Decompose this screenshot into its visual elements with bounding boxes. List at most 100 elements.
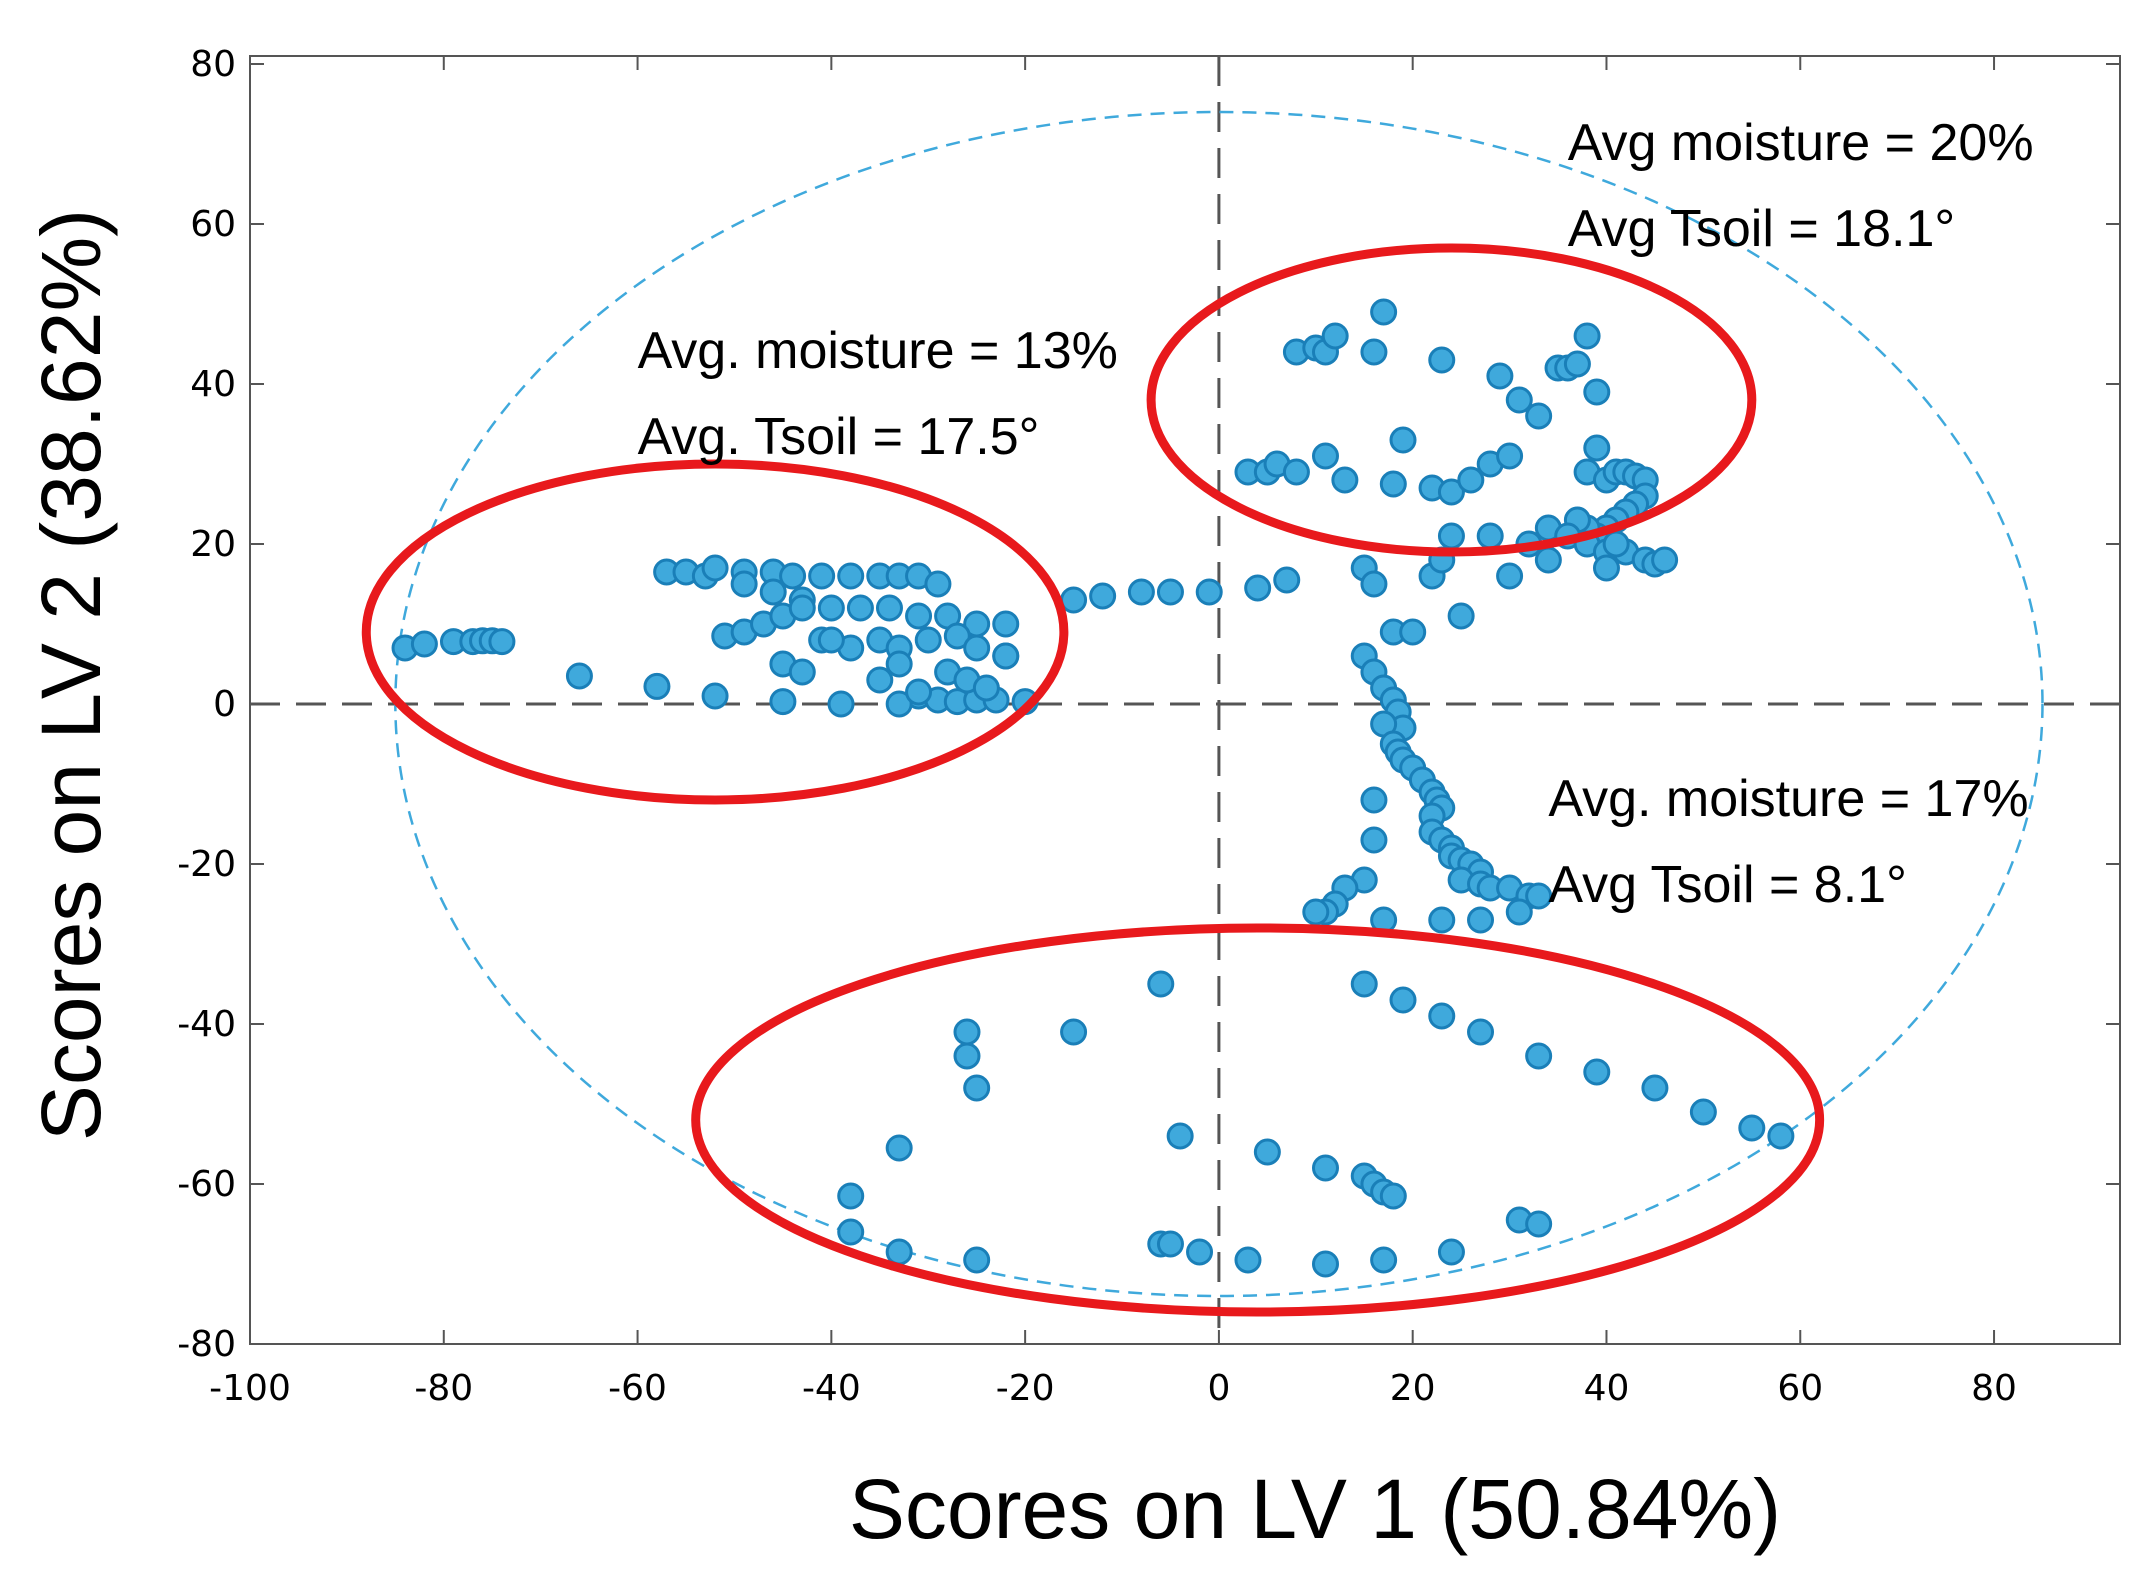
- data-point: [1166, 1122, 1194, 1150]
- data-point: [905, 602, 933, 630]
- data-point: [1360, 570, 1388, 598]
- data-point: [992, 610, 1020, 638]
- y-axis-title: Scores on LV 2 (38.62%): [24, 209, 118, 1141]
- data-point: [1331, 466, 1359, 494]
- data-point: [1370, 298, 1398, 326]
- y-tick-label: 0: [213, 684, 236, 725]
- data-point: [1525, 1042, 1553, 1070]
- data-point: [1370, 1246, 1398, 1274]
- y-tick-label: 80: [190, 44, 236, 85]
- data-point: [1311, 1154, 1339, 1182]
- data-point: [1311, 1250, 1339, 1278]
- data-point: [1457, 466, 1485, 494]
- x-tick-label: 60: [1777, 1368, 1823, 1409]
- data-point: [769, 688, 797, 716]
- data-point: [565, 662, 593, 690]
- data-point: [1496, 562, 1524, 590]
- data-point: [924, 570, 952, 598]
- x-tick-label: 0: [1207, 1368, 1230, 1409]
- data-point: [1437, 1238, 1465, 1266]
- data-point: [1651, 546, 1679, 574]
- data-point: [730, 570, 758, 598]
- data-point: [1563, 350, 1591, 378]
- data-point: [1437, 478, 1465, 506]
- cluster-annotations: Avg. moisture = 13% Avg. Tsoil = 17.5° Avg…: [638, 114, 2034, 914]
- data-point: [1486, 362, 1514, 390]
- data-point: [1399, 618, 1427, 646]
- data-point: [643, 672, 671, 700]
- x-tick-label: 40: [1584, 1368, 1630, 1409]
- cluster-ellipses: [361, 243, 1825, 1317]
- data-point: [885, 1238, 913, 1266]
- y-tick-label: -80: [177, 1324, 236, 1365]
- data-point: [846, 594, 874, 622]
- data-point: [1127, 578, 1155, 606]
- data-point: [992, 642, 1020, 670]
- data-point: [885, 690, 913, 718]
- data-point: [1505, 386, 1533, 414]
- data-point: [701, 682, 729, 710]
- data-point: [953, 1018, 981, 1046]
- y-tick-label: 20: [190, 524, 236, 565]
- data-point: [1573, 322, 1601, 350]
- cluster-annotation-2-line-1: Avg moisture = 20%: [1568, 114, 2034, 172]
- data-point: [1186, 1238, 1214, 1266]
- data-point: [1379, 470, 1407, 498]
- data-point: [410, 630, 438, 658]
- data-point: [1302, 898, 1330, 926]
- x-tick-label: -40: [802, 1368, 861, 1409]
- data-point: [1689, 1098, 1717, 1126]
- data-point: [1428, 906, 1456, 934]
- data-point: [1360, 786, 1388, 814]
- data-point: [701, 554, 729, 582]
- data-point: [1321, 322, 1349, 350]
- data-point: [1244, 574, 1272, 602]
- plot-frame: [249, 55, 2121, 1345]
- x-tick-label: -20: [996, 1368, 1055, 1409]
- data-point: [1592, 554, 1620, 582]
- cluster-annotation-1-line-2: Avg. Tsoil = 17.5°: [638, 408, 1040, 466]
- cluster-annotation-3-line-2: Avg Tsoil = 8.1°: [1548, 856, 1907, 914]
- x-axis-title: Scores on LV 1 (50.84%): [849, 1462, 1781, 1556]
- data-point: [1428, 346, 1456, 374]
- data-point: [1389, 426, 1417, 454]
- cluster-ellipse-1: [361, 459, 1069, 805]
- data-point: [1467, 906, 1495, 934]
- data-point: [1389, 986, 1417, 1014]
- data-point: [1476, 522, 1504, 550]
- y-tick-label: -40: [177, 1004, 236, 1045]
- zero-lines: [250, 56, 2120, 1344]
- data-point: [1525, 1210, 1553, 1238]
- data-point: [1447, 602, 1475, 630]
- data-point: [885, 1134, 913, 1162]
- data-point: [875, 594, 903, 622]
- data-point: [972, 674, 1000, 702]
- data-point: [1583, 378, 1611, 406]
- data-point: [1282, 458, 1310, 486]
- data-point: [905, 678, 933, 706]
- data-point: [963, 1074, 991, 1102]
- data-point: [1156, 1230, 1184, 1258]
- data-point: [963, 1246, 991, 1274]
- data-point: [866, 666, 894, 694]
- data-point: [788, 594, 816, 622]
- data-point: [837, 1218, 865, 1246]
- data-point: [1253, 1138, 1281, 1166]
- data-point: [963, 634, 991, 662]
- data-point: [1505, 898, 1533, 926]
- data-point: [1534, 546, 1562, 574]
- y-tick-label: -60: [177, 1164, 236, 1205]
- x-tick-label: 20: [1390, 1368, 1436, 1409]
- data-point: [817, 594, 845, 622]
- data-point: [1525, 402, 1553, 430]
- data-point: [779, 562, 807, 590]
- axis-ticks: -100 -80 -60 -40 -20 0 20 40 60 80-80-60-40-20020…: [177, 44, 2120, 1409]
- data-point: [1738, 1114, 1766, 1142]
- cluster-annotation-2-line-2: Avg Tsoil = 18.1°: [1568, 200, 1955, 258]
- data-point: [885, 650, 913, 678]
- data-point: [837, 1182, 865, 1210]
- data-point: [914, 626, 942, 654]
- x-tick-label: -100: [209, 1368, 291, 1409]
- data-point: [1437, 522, 1465, 550]
- data-point: [1379, 1182, 1407, 1210]
